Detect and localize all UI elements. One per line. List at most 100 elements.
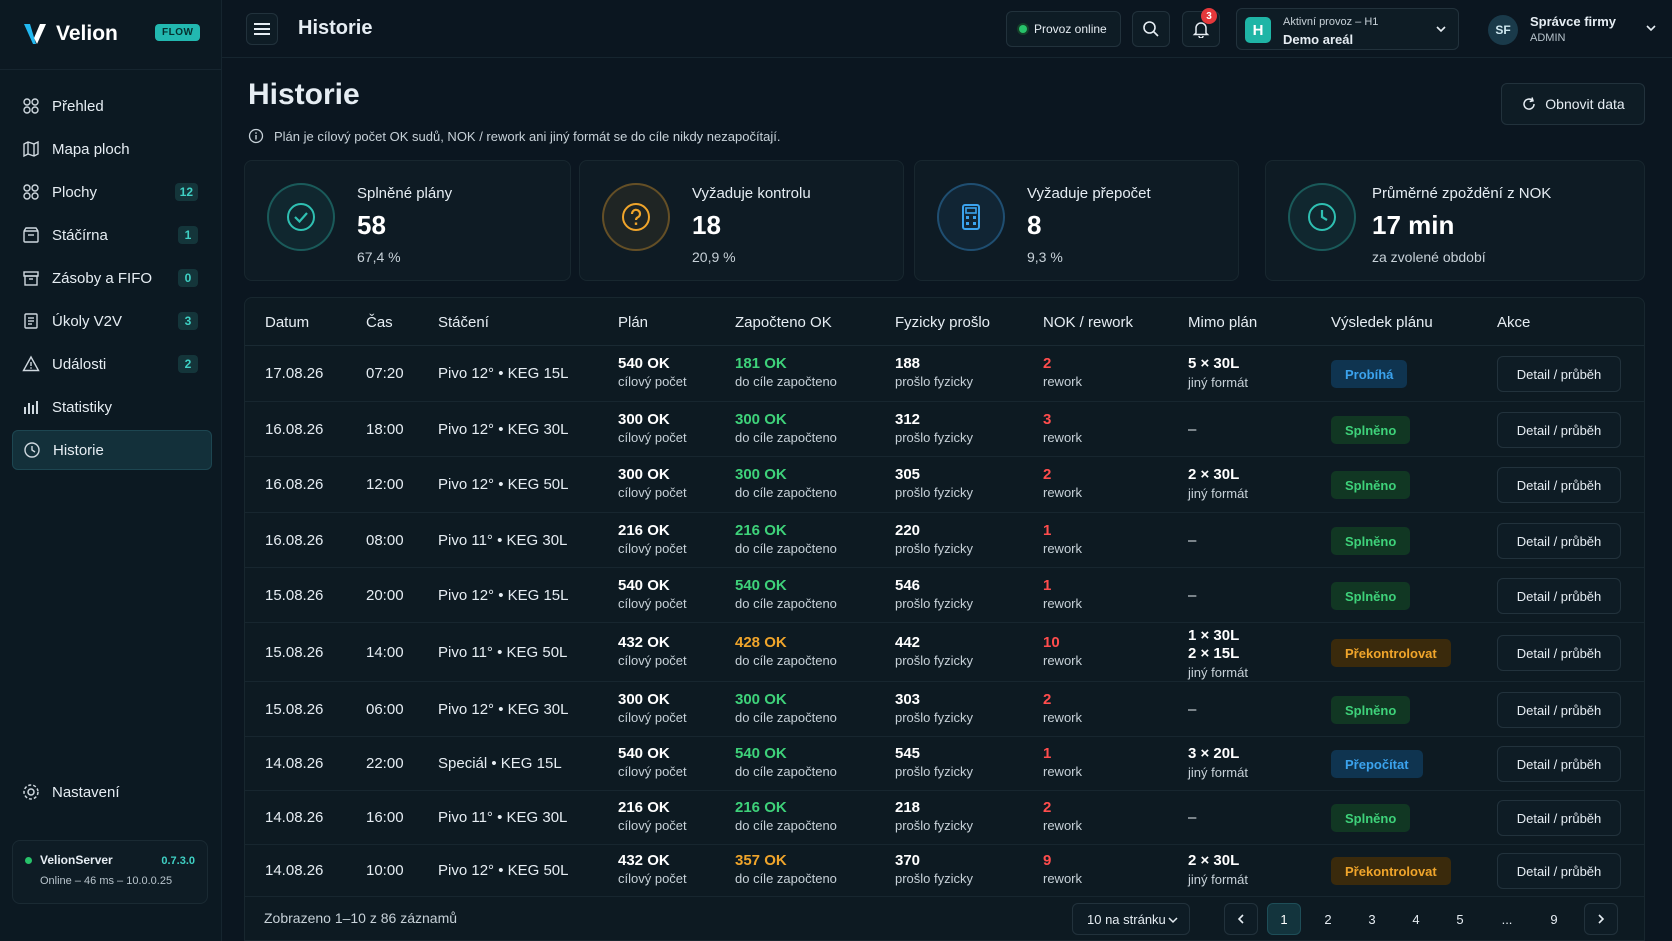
page-button[interactable]: 1 (1267, 903, 1301, 935)
sidebar-item-plochy[interactable]: Plochy 12 (12, 172, 212, 212)
column-header[interactable]: Akce (1497, 314, 1531, 331)
sidebar-item-ukoly-v2v[interactable]: Úkoly V2V 3 (12, 301, 212, 341)
sidebar-item-settings[interactable]: Nastavení (12, 772, 212, 812)
detail-button[interactable]: Detail / průběh (1497, 578, 1621, 614)
column-header[interactable]: Stáčení (438, 314, 489, 331)
cell-filling: Pivo 11° • KEG 30L (438, 532, 568, 549)
table-row[interactable]: 14.08.26 10:00 Pivo 12° • KEG 50L 432 OK cíl… (245, 845, 1644, 897)
sidebar: Velion FLOW Přehled Mapa ploch Plochy 12 Stá… (0, 0, 222, 941)
divider (245, 345, 1644, 346)
nok-sub: rework (1043, 818, 1083, 833)
detail-button[interactable]: Detail / průběh (1497, 523, 1621, 559)
page-button[interactable]: 4 (1412, 911, 1420, 927)
warning-icon (22, 355, 40, 373)
chevron-right-icon (1598, 914, 1605, 924)
cell-ok: 300 OK do cíle započteno (735, 466, 837, 500)
archive-icon (22, 269, 40, 287)
status-badge: Splněno (1331, 527, 1411, 555)
detail-button[interactable]: Detail / průběh (1497, 853, 1621, 889)
cell-ok: 428 OK do cíle započteno (735, 634, 837, 668)
page-button[interactable]: 9 (1550, 911, 1558, 927)
detail-button[interactable]: Detail / průběh (1497, 800, 1621, 836)
page-button[interactable]: 2 (1324, 911, 1332, 927)
stat-card-value: 58 (357, 210, 386, 240)
sidebar-item-label: Úkoly V2V (52, 312, 123, 330)
table-row[interactable]: 14.08.26 22:00 Speciál • KEG 15L 540 OK cílo… (245, 737, 1644, 791)
search-button[interactable] (1132, 11, 1170, 47)
table-row[interactable]: 16.08.26 08:00 Pivo 11° • KEG 30L 216 OK cíl… (245, 513, 1644, 568)
sidebar-item-stacirna[interactable]: Stáčírna 1 (12, 215, 212, 255)
ok-sub: do cíle započteno (735, 596, 837, 611)
gear-icon (22, 783, 40, 801)
plan-sub: cílový počet (618, 764, 687, 779)
cell-filling: Speciál • KEG 15L (438, 755, 562, 772)
column-header[interactable]: Datum (265, 314, 310, 331)
brand-logo[interactable]: Velion (22, 18, 118, 50)
page-button[interactable]: 5 (1456, 911, 1464, 927)
sidebar-item-label: Stáčírna (52, 226, 108, 244)
detail-button[interactable]: Detail / průběh (1497, 356, 1621, 392)
table-row[interactable]: 15.08.26 20:00 Pivo 12° • KEG 15L 540 OK cíl… (245, 568, 1644, 623)
ok-value: 181 OK (735, 355, 787, 372)
table-row[interactable]: 15.08.26 06:00 Pivo 12° • KEG 30L 300 OK cíl… (245, 682, 1644, 737)
online-status-pill[interactable]: Provoz online (1006, 11, 1121, 47)
column-header[interactable]: Započteno OK (735, 314, 832, 331)
sidebar-item-statistiky[interactable]: Statistiky (12, 387, 212, 427)
velion-logo-icon (24, 24, 46, 44)
info-icon (248, 128, 264, 144)
sidebar-item-badge: 12 (174, 183, 198, 201)
sidebar-item-historie[interactable]: Historie (12, 430, 212, 470)
nok-value: 1 (1043, 522, 1052, 539)
column-header[interactable]: Fyzicky prošlo (895, 314, 991, 331)
physical-value: 545 (895, 745, 921, 762)
column-header[interactable]: Plán (618, 314, 649, 331)
sidebar-item-prehled[interactable]: Přehled (12, 86, 212, 126)
status-badge: Probíhá (1331, 360, 1408, 388)
sidebar-item-label: Historie (53, 441, 104, 459)
prev-page-button[interactable] (1224, 903, 1258, 935)
cell-off-plan: 2 × 30L jiný formát (1188, 852, 1248, 887)
stat-card: Průměrné zpoždění z NOK 17 min za zvolené … (1265, 160, 1645, 281)
menu-toggle-button[interactable] (246, 13, 278, 45)
cell-physical: 546 prošlo fyzicky (895, 577, 973, 611)
column-header[interactable]: Mimo plán (1188, 314, 1258, 331)
ok-value: 216 OK (735, 522, 787, 539)
cell-nok: 2 rework (1043, 355, 1082, 389)
column-header[interactable]: Výsledek plánu (1331, 314, 1433, 331)
physical-sub: prošlo fyzicky (895, 485, 974, 500)
table-row[interactable]: 14.08.26 16:00 Pivo 11° • KEG 30L 216 OK cíl… (245, 791, 1644, 845)
user-menu[interactable]: SF Správce firmy ADMIN (1488, 8, 1658, 50)
cell-nok: 9 rework (1043, 852, 1082, 886)
off-plan-value: 5 × 30L (1188, 355, 1240, 372)
sidebar-item-udalosti[interactable]: Události 2 (12, 344, 212, 384)
stat-card: Vyžaduje přepočet 8 9,3 % (914, 160, 1239, 281)
detail-button[interactable]: Detail / průběh (1497, 746, 1621, 782)
search-icon (1143, 21, 1159, 37)
table-row[interactable]: 16.08.26 12:00 Pivo 12° • KEG 50L 300 OK cíl… (245, 457, 1644, 513)
detail-button[interactable]: Detail / průběh (1497, 635, 1621, 671)
page-button[interactable]: 3 (1368, 911, 1376, 927)
cell-filling: Pivo 12° • KEG 30L (438, 421, 569, 438)
refresh-button[interactable]: Obnovit data (1501, 83, 1645, 125)
cell-ok: 540 OK do cíle započteno (735, 745, 837, 779)
nok-value: 10 (1043, 634, 1060, 651)
notifications-button[interactable]: 3 (1182, 8, 1220, 47)
plan-sub: cílový počet (618, 430, 687, 445)
detail-button[interactable]: Detail / průběh (1497, 412, 1621, 448)
detail-button[interactable]: Detail / průběh (1497, 692, 1621, 728)
site-selector[interactable]: H Aktivní provoz – H1 Demo areál (1236, 8, 1459, 50)
sidebar-item-zasoby-a-fifo[interactable]: Zásoby a FIFO 0 (12, 258, 212, 298)
table-row[interactable]: 16.08.26 18:00 Pivo 12° • KEG 30L 300 OK cíl… (245, 402, 1644, 457)
column-header[interactable]: NOK / rework (1043, 314, 1134, 331)
sidebar-item-label: Přehled (52, 97, 104, 115)
next-page-button[interactable] (1584, 903, 1618, 935)
column-header[interactable]: Čas (366, 314, 393, 331)
table-row[interactable]: 17.08.26 07:20 Pivo 12° • KEG 15L 540 OK cíl… (245, 346, 1644, 402)
table-row[interactable]: 15.08.26 14:00 Pivo 11° • KEG 50L 432 OK cíl… (245, 623, 1644, 682)
physical-value: 188 (895, 355, 921, 372)
detail-button[interactable]: Detail / průběh (1497, 467, 1621, 503)
sidebar-item-mapa-ploch[interactable]: Mapa ploch (12, 129, 212, 169)
per-page-select[interactable]: 10 na stránku (1072, 903, 1190, 935)
plan-value: 216 OK (618, 522, 670, 539)
cell-filling: Pivo 12° • KEG 50L (438, 476, 569, 493)
